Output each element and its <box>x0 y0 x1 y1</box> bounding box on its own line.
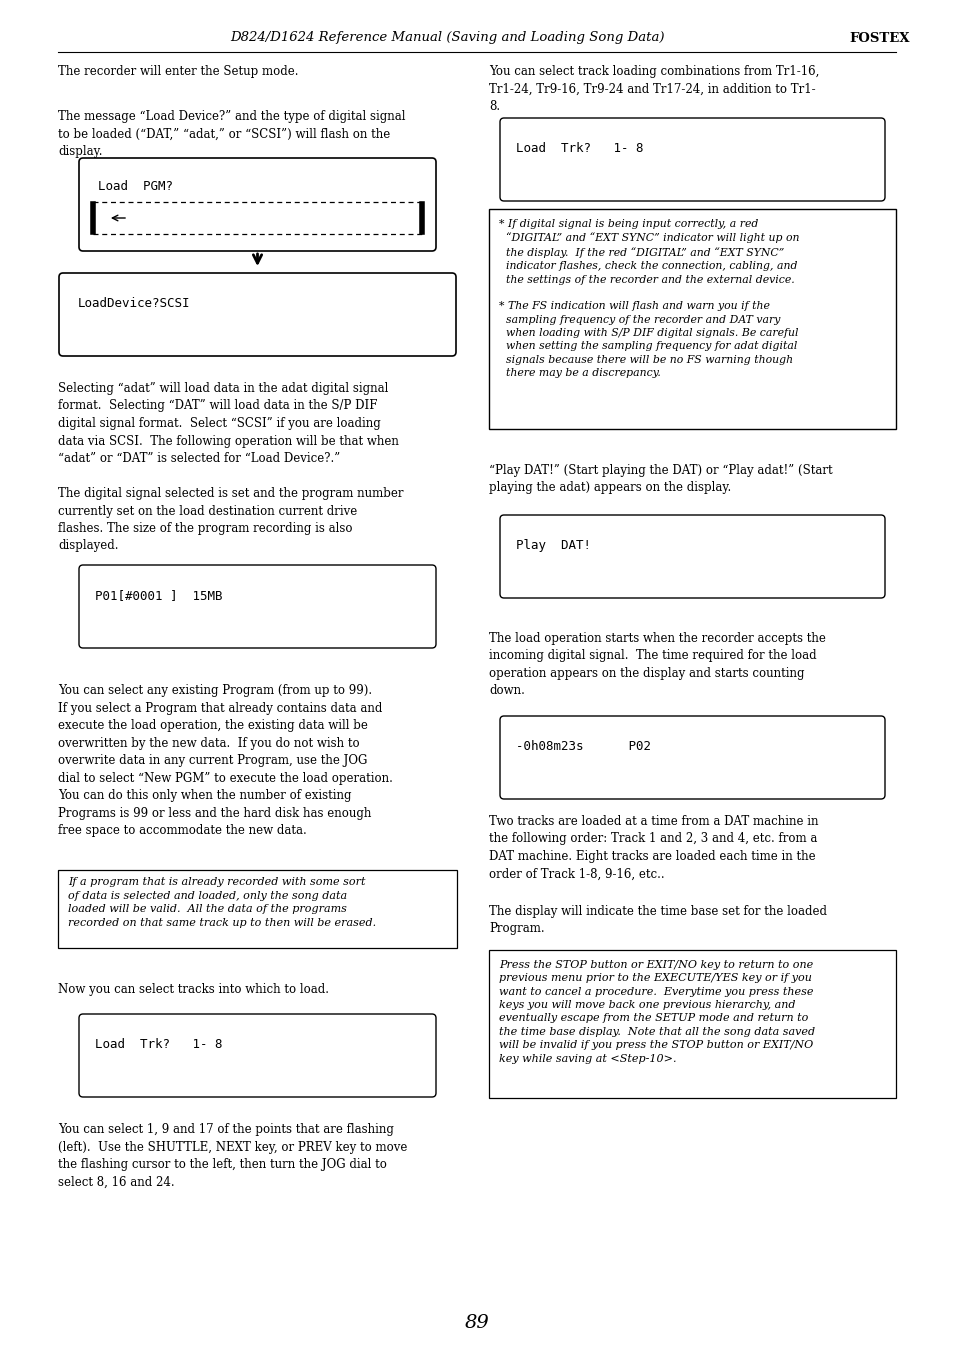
Bar <box>489 950 895 1098</box>
FancyBboxPatch shape <box>79 565 436 648</box>
FancyBboxPatch shape <box>499 515 884 598</box>
Text: The load operation starts when the recorder accepts the
incoming digital signal.: The load operation starts when the recor… <box>489 632 825 697</box>
FancyBboxPatch shape <box>79 158 436 251</box>
Text: If a program that is already recorded with some sort
of data is selected and loa: If a program that is already recorded wi… <box>68 877 375 928</box>
Text: The recorder will enter the Setup mode.: The recorder will enter the Setup mode. <box>58 65 298 78</box>
Text: Selecting “adat” will load data in the adat digital signal
format.  Selecting “D: Selecting “adat” will load data in the a… <box>58 382 398 465</box>
Text: You can select track loading combinations from Tr1-16,
Tr1-24, Tr9-16, Tr9-24 an: You can select track loading combination… <box>489 65 819 113</box>
Text: The message “Load Device?” and the type of digital signal
to be loaded (“DAT,” “: The message “Load Device?” and the type … <box>58 109 405 158</box>
Text: Load  Trk?   1- 8: Load Trk? 1- 8 <box>95 1038 222 1051</box>
FancyBboxPatch shape <box>59 273 456 357</box>
Text: Load  PGM?: Load PGM? <box>98 180 172 193</box>
Text: Press the STOP button or EXIT/NO key to return to one
previous menu prior to the: Press the STOP button or EXIT/NO key to … <box>498 961 814 1063</box>
Text: “Play DAT!” (Start playing the DAT) or “Play adat!” (Start
playing the adat) app: “Play DAT!” (Start playing the DAT) or “… <box>489 463 832 494</box>
Text: P01[#0001 ]  15MB: P01[#0001 ] 15MB <box>95 589 222 603</box>
Text: Now you can select tracks into which to load.: Now you can select tracks into which to … <box>58 984 329 996</box>
Text: FOSTEX: FOSTEX <box>848 31 908 45</box>
FancyBboxPatch shape <box>79 1015 436 1097</box>
Text: D824/D1624 Reference Manual (Saving and Loading Song Data): D824/D1624 Reference Manual (Saving and … <box>230 31 663 45</box>
Text: The digital signal selected is set and the program number
currently set on the l: The digital signal selected is set and t… <box>58 486 403 553</box>
Text: The display will indicate the time base set for the loaded
Program.: The display will indicate the time base … <box>489 905 826 935</box>
Text: -0h08m23s      P02: -0h08m23s P02 <box>516 740 650 753</box>
Text: LoadDevice?SCSI: LoadDevice?SCSI <box>78 297 191 309</box>
Text: * If digital signal is being input correctly, a red
  “DIGITAL” and “EXT SYNC” i: * If digital signal is being input corre… <box>498 219 799 378</box>
Bar <box>489 209 895 430</box>
Text: You can select any existing Program (from up to 99).
If you select a Program tha: You can select any existing Program (fro… <box>58 684 393 838</box>
Bar <box>58 870 456 948</box>
FancyBboxPatch shape <box>499 118 884 201</box>
FancyBboxPatch shape <box>499 716 884 798</box>
Text: Play  DAT!: Play DAT! <box>516 539 590 553</box>
Text: Two tracks are loaded at a time from a DAT machine in
the following order: Track: Two tracks are loaded at a time from a D… <box>489 815 818 881</box>
Text: Load  Trk?   1- 8: Load Trk? 1- 8 <box>516 142 643 155</box>
Text: 89: 89 <box>464 1315 489 1332</box>
Text: You can select 1, 9 and 17 of the points that are flashing
(left).  Use the SHUT: You can select 1, 9 and 17 of the points… <box>58 1123 407 1189</box>
